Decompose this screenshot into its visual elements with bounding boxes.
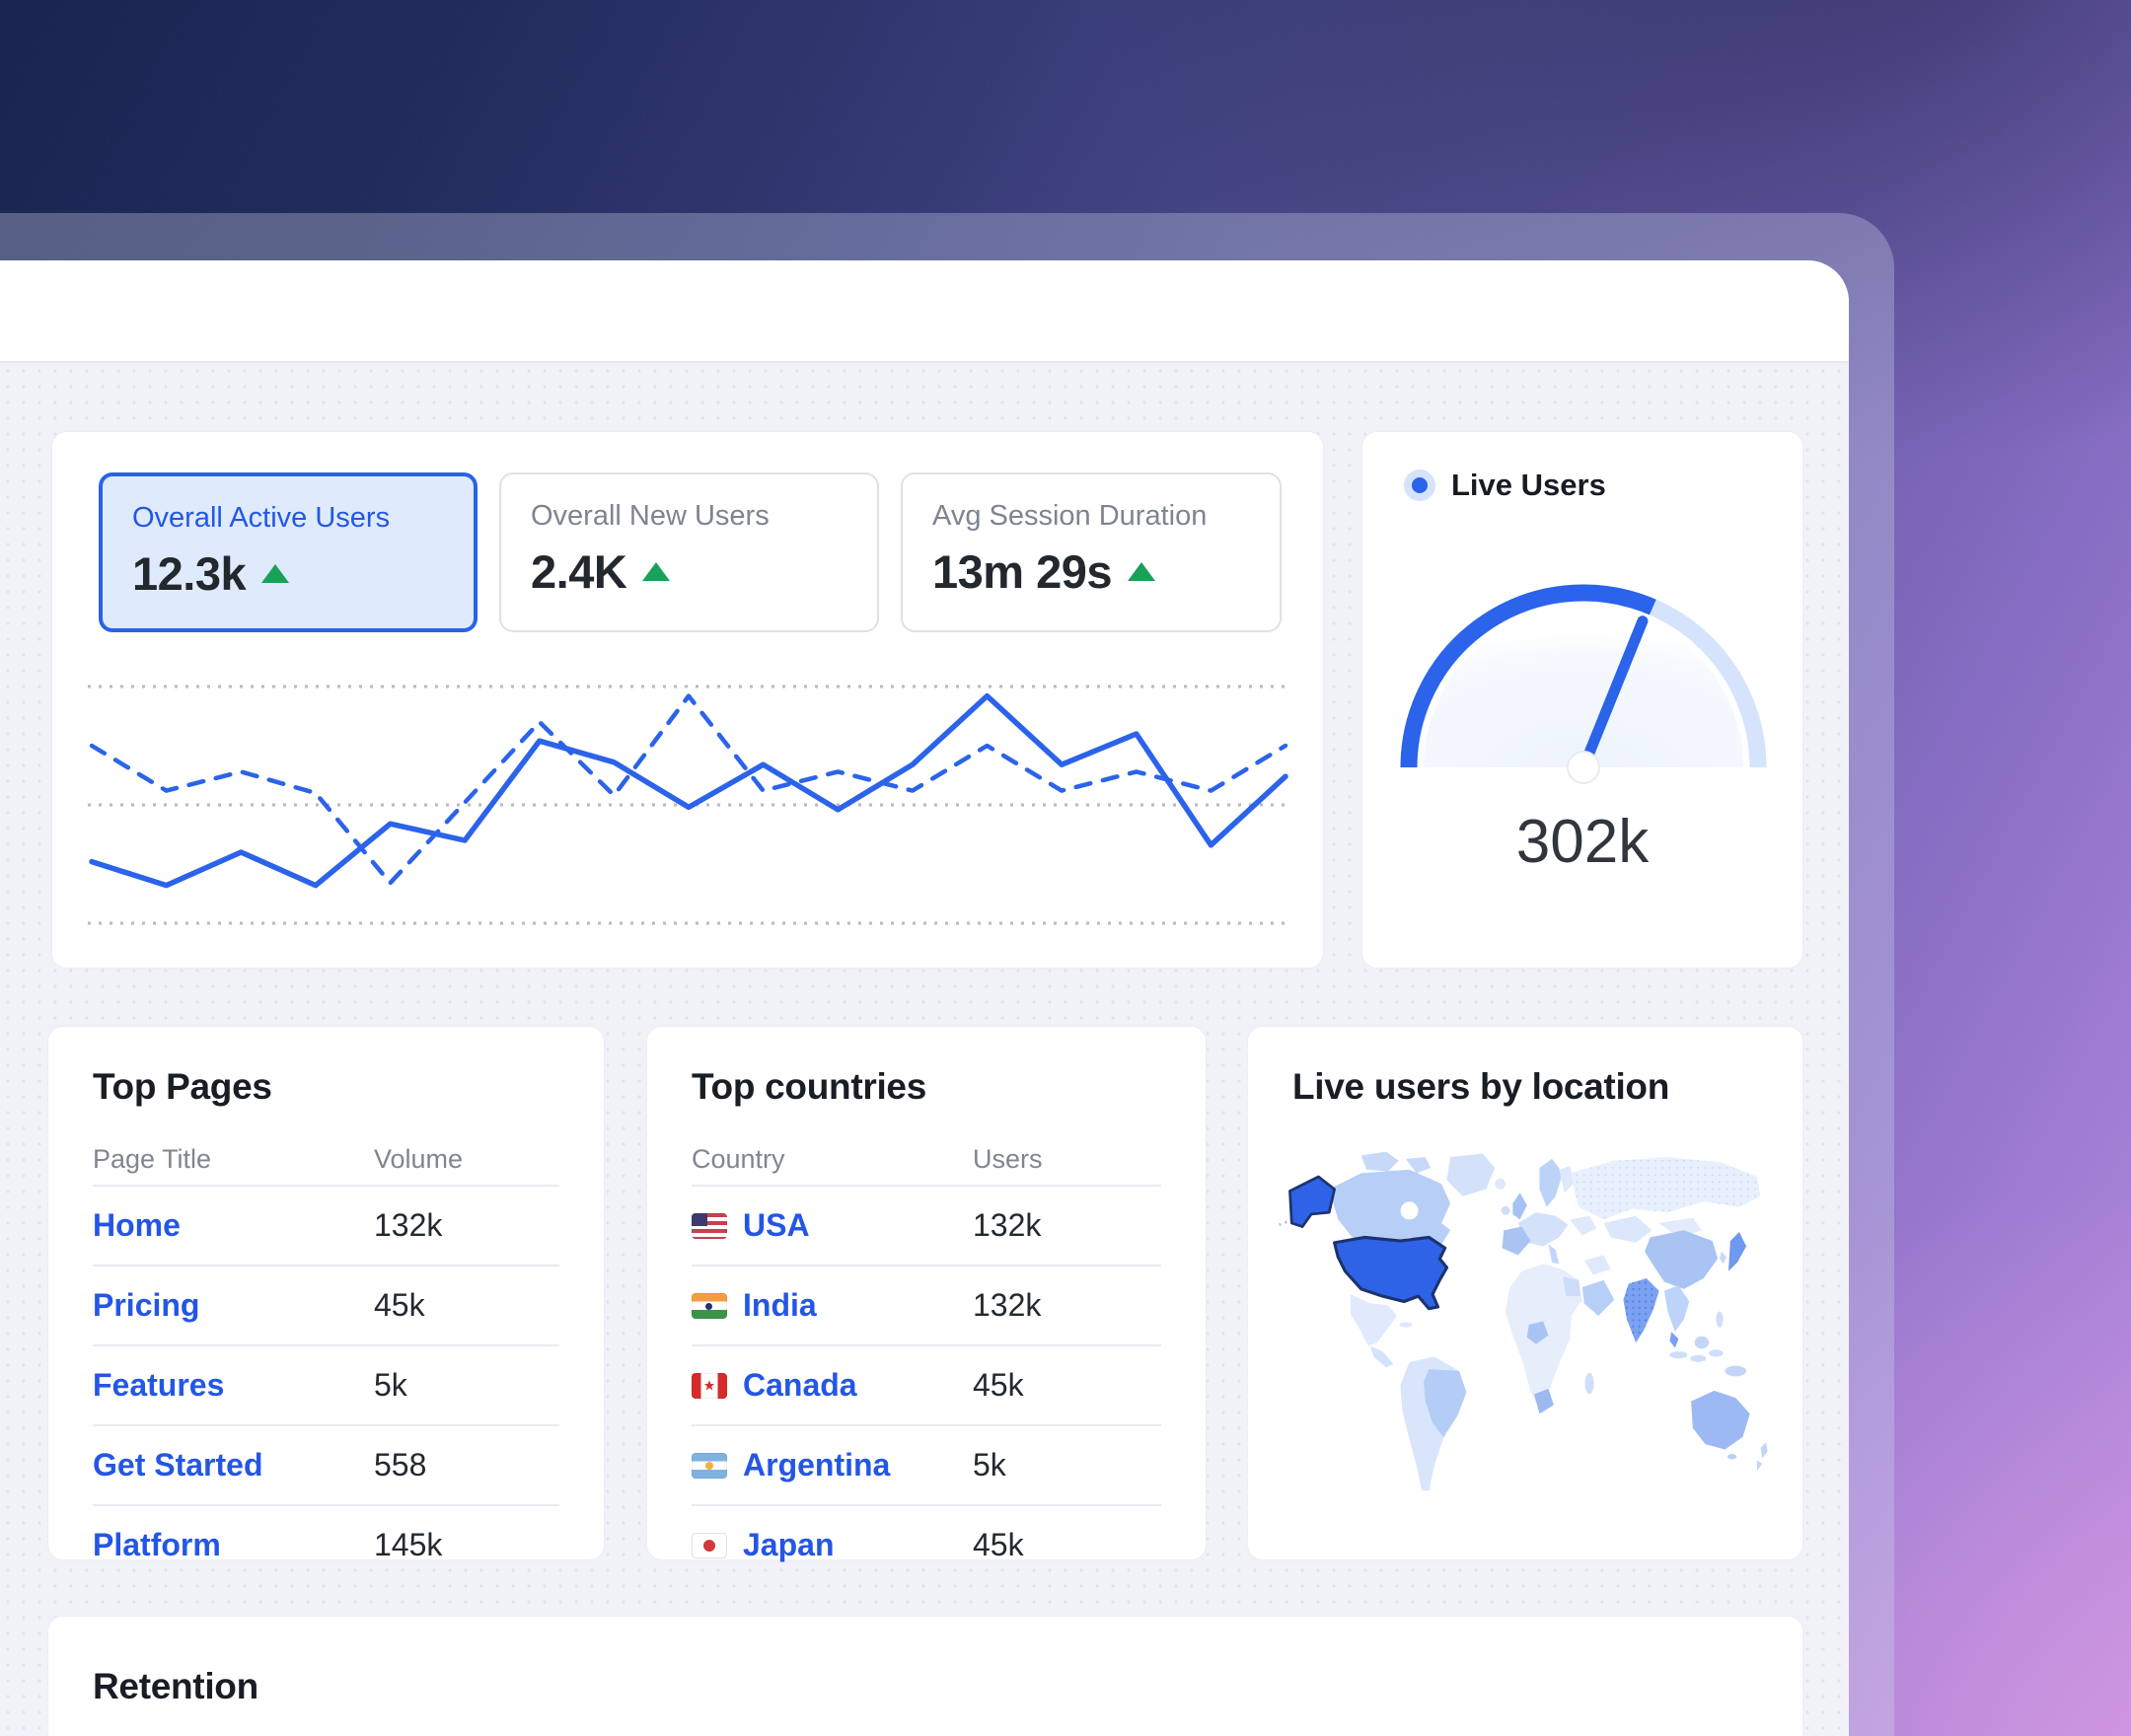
table-row: India 132k [692, 1265, 1161, 1344]
japan-flag-icon [692, 1532, 727, 1558]
top-pages-panel: Top Pages Page Title Volume Home 132k Pr… [47, 1026, 605, 1562]
country-link-japan[interactable]: Japan [743, 1527, 835, 1562]
gauge-hub [1567, 751, 1600, 784]
country-users: 45k [973, 1527, 1024, 1562]
overview-panel: Overall Active Users 12.3k Overall New U… [51, 431, 1324, 969]
page-link-get-started[interactable]: Get Started [93, 1447, 263, 1483]
retention-title: Retention [93, 1666, 258, 1706]
live-users-map-panel: Live users by location [1247, 1026, 1803, 1560]
usa-flag-icon [692, 1212, 727, 1239]
live-users-panel: Live Users 302k [1361, 431, 1803, 969]
page-volume: 45k [374, 1287, 425, 1323]
table-row: USA 132k [692, 1185, 1161, 1265]
page-link-pricing[interactable]: Pricing [93, 1287, 200, 1323]
page-link-features[interactable]: Features [93, 1367, 225, 1403]
top-pages-title: Top Pages [93, 1066, 272, 1107]
metric-label: Avg Session Duration [932, 500, 1208, 532]
table-row: Platform 145k [93, 1504, 559, 1584]
argentina-flag-icon [692, 1452, 727, 1479]
legend-dot-icon [1404, 470, 1435, 501]
trend-line-chart [88, 685, 1289, 925]
table-row: Canada 45k [692, 1344, 1161, 1424]
metric-label: Overall New Users [531, 500, 770, 532]
table-header: Country Users [692, 1143, 1043, 1174]
top-navbar [0, 260, 1849, 363]
country-users: 132k [973, 1287, 1042, 1323]
table-row: Japan 45k [692, 1504, 1161, 1584]
canada-flag-icon [692, 1372, 727, 1399]
country-link-canada[interactable]: Canada [743, 1367, 857, 1403]
page-link-home[interactable]: Home [93, 1207, 181, 1243]
table-row: Home 132k [93, 1185, 559, 1265]
metric-value: 2.4K [531, 545, 627, 598]
country-link-usa[interactable]: USA [743, 1207, 810, 1243]
page-volume: 558 [374, 1447, 427, 1483]
trend-up-icon [261, 564, 290, 583]
page-volume: 132k [374, 1207, 443, 1243]
country-users: 5k [973, 1447, 1006, 1483]
page-volume: 145k [374, 1527, 443, 1562]
table-row: Get Started 558 [93, 1424, 559, 1504]
page-link-platform[interactable]: Platform [93, 1527, 221, 1562]
metric-label: Overall Active Users [132, 502, 391, 534]
country-link-india[interactable]: India [743, 1287, 817, 1323]
india-flag-icon [692, 1292, 727, 1319]
metric-value: 12.3k [132, 547, 247, 600]
metric-value: 13m 29s [932, 545, 1113, 598]
world-choropleth-map [1279, 1151, 1768, 1491]
table-row: Pricing 45k [93, 1265, 559, 1344]
live-users-value: 302k [1515, 808, 1650, 876]
table-row: Features 5k [93, 1344, 559, 1424]
country-users: 132k [973, 1207, 1042, 1243]
dashed-series-line [89, 693, 1288, 886]
map-title: Live users by location [1292, 1066, 1670, 1107]
trend-up-icon [642, 562, 671, 581]
dashboard-content: Overall Active Users 12.3k Overall New U… [0, 363, 1849, 1736]
table-header: Page Title Volume [93, 1143, 464, 1174]
metric-card-new-users[interactable]: Overall New Users 2.4K [499, 472, 879, 632]
country-users: 45k [973, 1367, 1024, 1403]
page-volume: 5k [374, 1367, 407, 1403]
metric-card-session-duration[interactable]: Avg Session Duration 13m 29s [901, 472, 1282, 632]
dashboard-window: Overall Active Users 12.3k Overall New U… [0, 260, 1849, 1736]
trend-up-icon [1128, 562, 1156, 581]
retention-panel: Retention [47, 1616, 1803, 1736]
live-users-gauge [1400, 584, 1767, 784]
solid-series-line [89, 692, 1288, 889]
top-countries-panel: Top countries Country Users USA 132k Ind… [646, 1026, 1207, 1562]
table-row: Argentina 5k [692, 1424, 1161, 1504]
metric-card-active-users[interactable]: Overall Active Users 12.3k [99, 472, 478, 632]
live-users-legend-label: Live Users [1451, 468, 1606, 502]
country-link-argentina[interactable]: Argentina [743, 1447, 891, 1483]
top-countries-title: Top countries [692, 1066, 926, 1107]
